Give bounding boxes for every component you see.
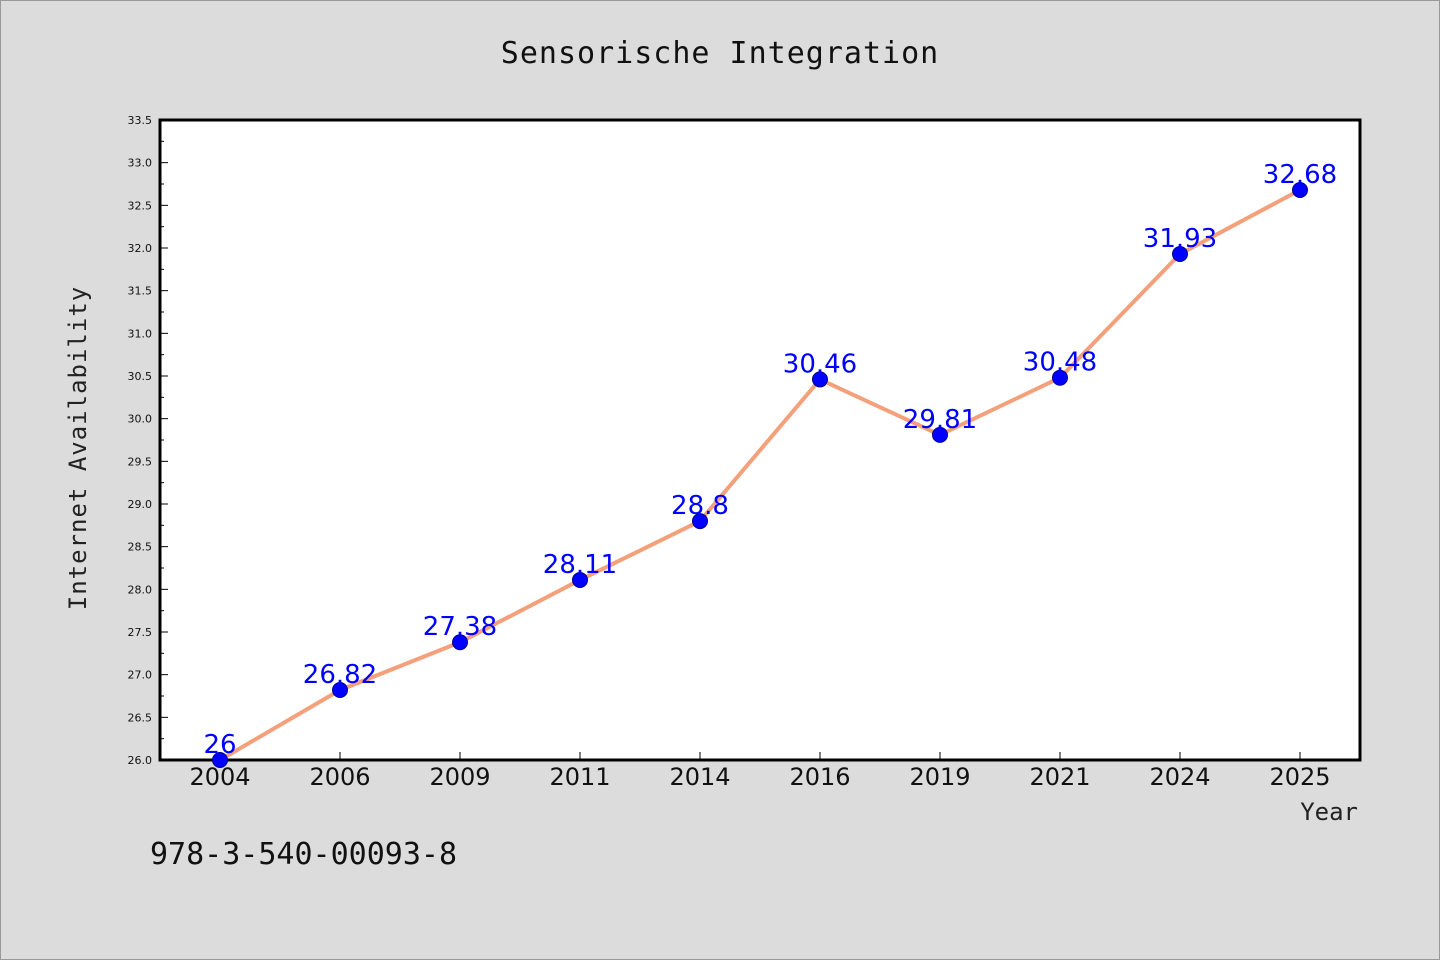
data-point	[932, 426, 948, 443]
data-point	[572, 571, 588, 588]
x-tick-label: 2019	[909, 763, 970, 791]
data-point	[1172, 245, 1188, 262]
y-axis-label: Internet Availability	[64, 286, 92, 610]
y-tick-label: 30.0	[128, 413, 153, 426]
x-tick-label: 2024	[1149, 763, 1210, 791]
x-axis: 2004 2006 2009 2011 2014 2016 2019 2021 2024 2025	[189, 752, 1331, 791]
data-label: 32.68	[1263, 160, 1337, 190]
data-label: 31.93	[1143, 224, 1217, 254]
isbn-text: 978-3-540-00093-8	[150, 837, 457, 872]
y-tick-label: 31.5	[128, 285, 153, 298]
y-axis: 26.0 26.5 27.0 27.5 28.0 28.5 29.0 29.5 30.0 30.5…	[128, 114, 168, 767]
series-line-group	[218, 187, 1302, 762]
y-tick-label: 28.0	[128, 583, 153, 596]
markers-group	[212, 181, 1308, 768]
data-labels-group: 26 26.82 27.38 28.11 28.8 30.46 29.81 30.48 31.9…	[203, 160, 1337, 760]
y-tick-label: 30.5	[128, 370, 153, 383]
y-tick-label: 27.0	[128, 669, 153, 682]
x-tick-label: 2025	[1269, 763, 1330, 791]
chart-title: Sensorische Integration	[501, 36, 939, 71]
y-tick-label: 28.5	[128, 541, 153, 554]
data-label: 26.82	[303, 660, 377, 690]
data-label: 28.8	[671, 491, 729, 521]
x-axis-label: Year	[1300, 798, 1358, 826]
x-tick-label: 2014	[669, 763, 730, 791]
y-tick-label: 32.0	[128, 242, 153, 255]
series-line	[218, 187, 1302, 762]
y-tick-label: 29.5	[128, 455, 153, 468]
x-tick-label: 2016	[789, 763, 850, 791]
x-tick-label: 2009	[429, 763, 490, 791]
data-label: 26	[203, 730, 236, 760]
data-point	[1052, 369, 1068, 386]
y-tick-label: 26.5	[128, 711, 153, 724]
y-tick-label: 33.0	[128, 157, 153, 170]
data-label: 28.11	[543, 550, 617, 580]
y-tick-label: 29.0	[128, 498, 153, 511]
data-label: 29.81	[903, 405, 977, 435]
data-label: 30.46	[783, 349, 857, 379]
data-point	[812, 371, 828, 388]
y-tick-label: 26.0	[128, 754, 153, 767]
x-tick-label: 2021	[1029, 763, 1090, 791]
data-label: 27.38	[423, 612, 497, 642]
x-tick-label: 2011	[549, 763, 610, 791]
y-tick-label: 32.5	[128, 199, 153, 212]
data-point	[692, 513, 708, 530]
data-label: 30.48	[1023, 348, 1097, 378]
data-point	[1292, 181, 1308, 198]
y-tick-label: 33.5	[128, 114, 153, 127]
x-tick-label: 2006	[309, 763, 370, 791]
data-point	[332, 682, 348, 699]
y-tick-label: 27.5	[128, 626, 153, 639]
data-point	[212, 752, 228, 768]
plot-area	[158, 118, 1362, 762]
data-point	[452, 634, 468, 651]
y-tick-label: 31.0	[128, 327, 153, 340]
